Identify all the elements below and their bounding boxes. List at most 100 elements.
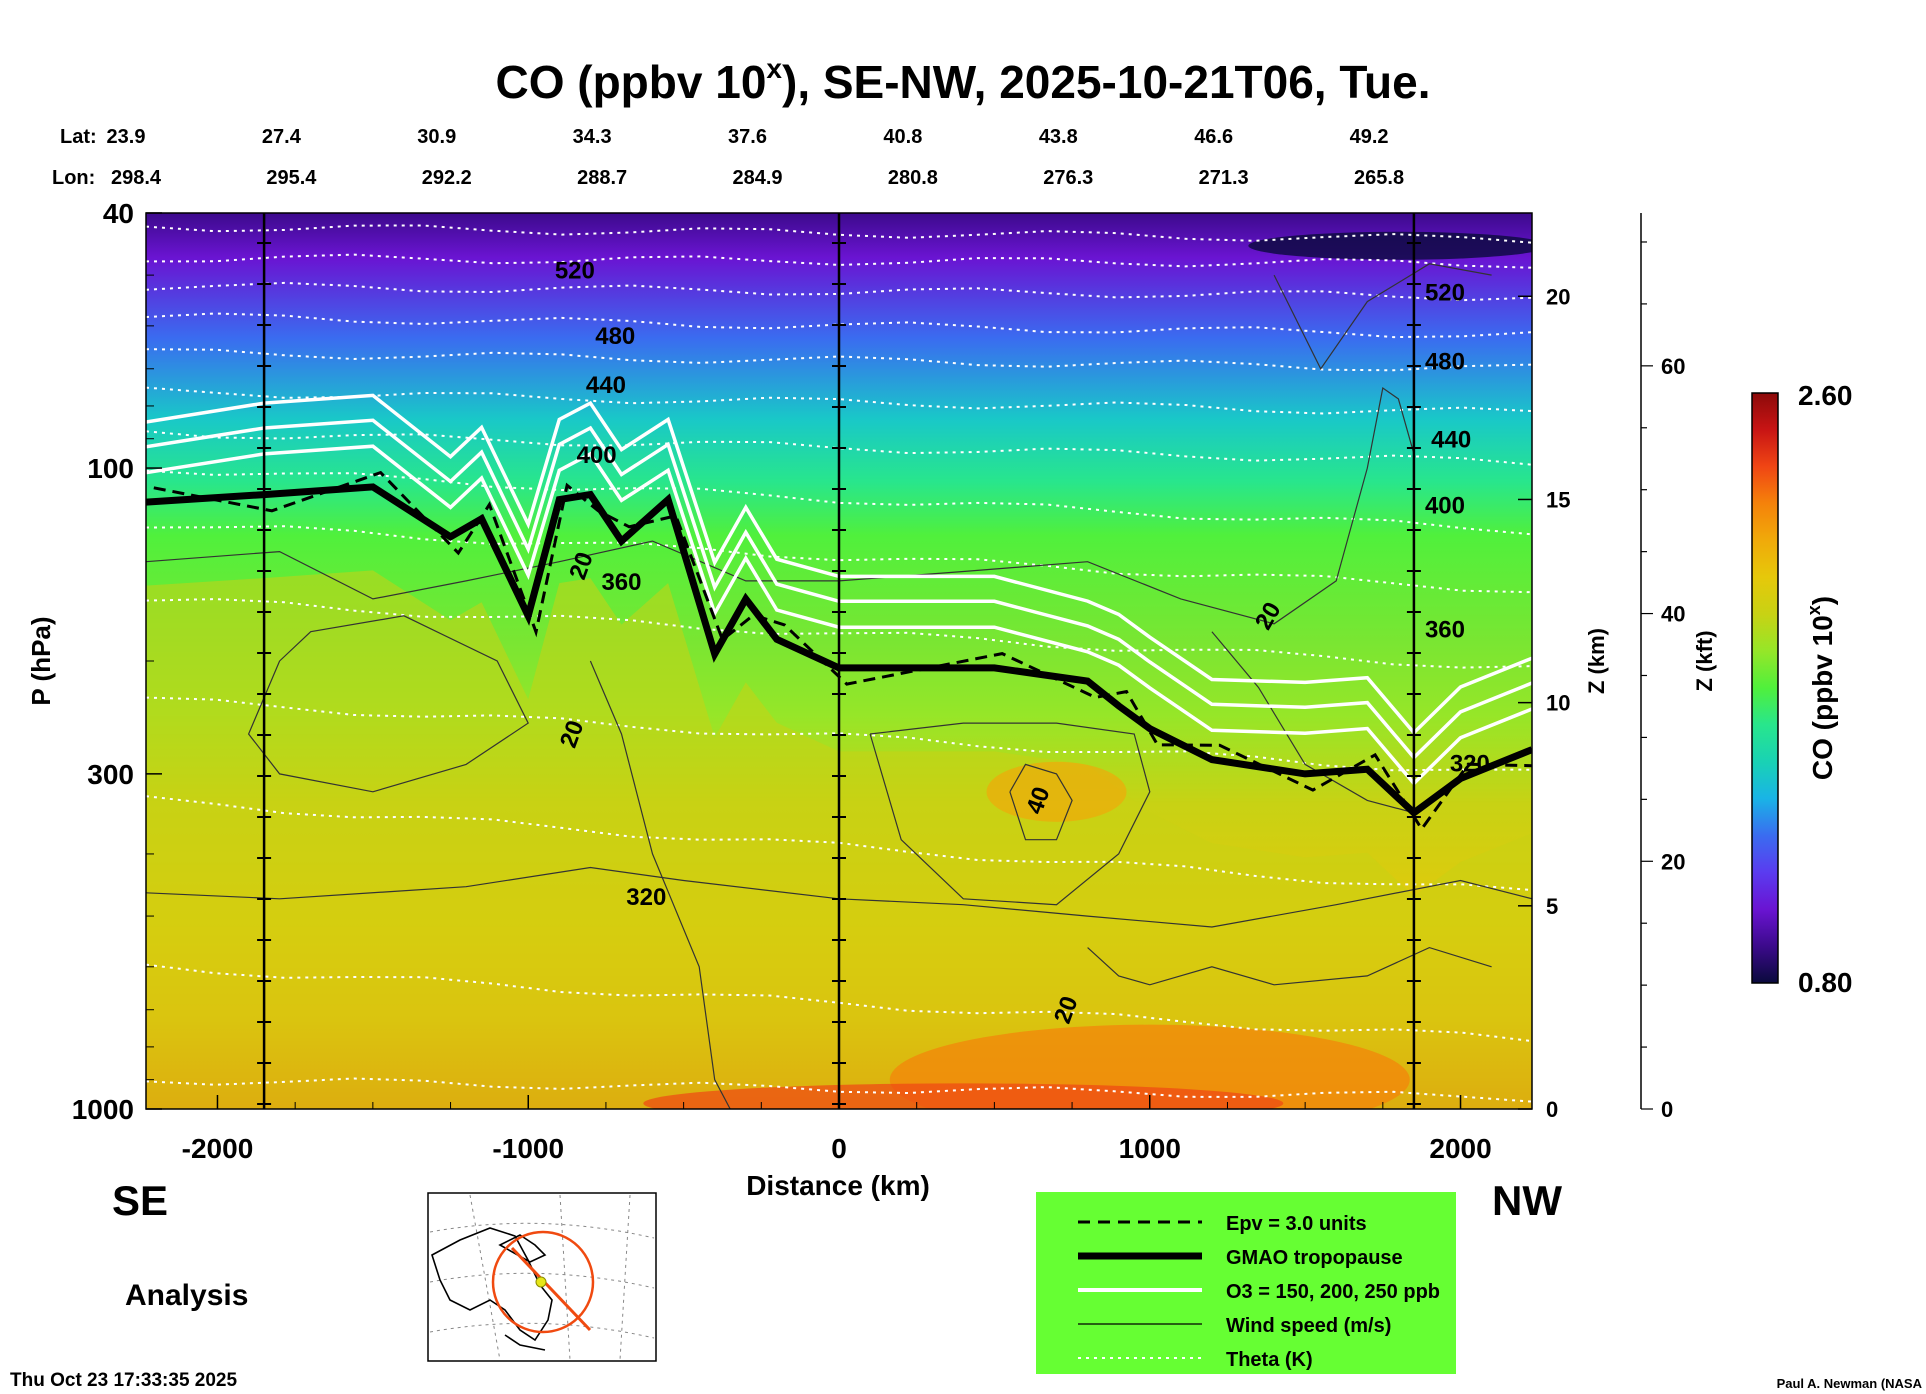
footer-credit: Paul A. Newman (NASA (1777, 1376, 1923, 1391)
y-axis: 40 100 300 1000 (72, 198, 162, 1125)
wind-line (1273, 263, 1492, 370)
colorbar-max-label: 2.60 (1798, 380, 1853, 411)
z-km-tick-label: 5 (1546, 894, 1558, 919)
z-km-tick-label: 15 (1546, 487, 1570, 512)
lat-value: 23.9 (107, 126, 146, 148)
footer-timestamp: Thu Oct 23 17:33:35 2025 (10, 1370, 237, 1391)
wind-line (589, 660, 731, 1109)
x-axis: -2000 -1000 0 1000 2000 (182, 1095, 1492, 1164)
ozone-contours (146, 393, 1532, 786)
lat-value: 34.3 (573, 126, 612, 148)
contour-labels: 5204804404003603205204804404003603202020… (555, 257, 1490, 1027)
lat-value: 27.4 (262, 126, 302, 148)
lon-value: 280.8 (888, 167, 938, 189)
theta-label: 440 (1431, 427, 1471, 454)
ozone-line (146, 393, 1532, 736)
wind-line (1211, 631, 1415, 814)
latlon-marker-lines (257, 213, 1421, 1109)
co-boundary-layer-blob (889, 1024, 1410, 1109)
x-tick-label: -2000 (182, 1133, 254, 1164)
theta-label: 440 (586, 372, 626, 399)
z-km-tick-label: 10 (1546, 691, 1570, 716)
x-tick-label: 0 (831, 1133, 847, 1164)
inset-center-marker (535, 1276, 547, 1288)
inset-range-circle (491, 1230, 595, 1334)
z-kft-axis-title: Z (kft) (1692, 630, 1717, 691)
colorbar-min-label: 0.80 (1798, 967, 1853, 998)
x-tick-label: -1000 (492, 1133, 564, 1164)
y-tick-label: 300 (87, 759, 134, 790)
theta-label: 400 (577, 442, 617, 469)
z-km-axis: 0 5 10 15 20 (1518, 284, 1570, 1122)
lon-value: 265.8 (1354, 167, 1404, 189)
theta-label: 400 (1425, 493, 1465, 520)
wind-line (1087, 946, 1492, 986)
colorbar (1751, 392, 1779, 984)
legend-label: GMAO tropopause (1226, 1247, 1403, 1269)
colorbar-title: CO (ppbv 10x) (1804, 596, 1838, 780)
theta-label: 360 (1425, 617, 1465, 644)
y-tick-label: 40 (103, 198, 134, 229)
lat-value: 46.6 (1194, 126, 1233, 148)
lat-value: 37.6 (728, 126, 767, 148)
theta-label: 520 (555, 257, 595, 284)
lon-value: 298.4 (111, 167, 162, 189)
x-axis-title: Distance (km) (746, 1170, 930, 1201)
analysis-label: Analysis (125, 1279, 248, 1312)
lat-value: 40.8 (883, 126, 922, 148)
lon-value: 295.4 (266, 167, 317, 189)
x-tick-label: 2000 (1429, 1133, 1491, 1164)
legend: Epv = 3.0 units GMAO tropopause O3 = 150, … (1036, 1192, 1456, 1374)
z-km-tick-label: 20 (1546, 284, 1570, 309)
lat-value: 30.9 (417, 126, 456, 148)
z-km-tick-label: 0 (1546, 1097, 1558, 1122)
lon-value: 288.7 (577, 167, 627, 189)
lon-header-label: Lon: (52, 167, 95, 189)
y-tick-label: 100 (87, 453, 134, 484)
legend-items: Epv = 3.0 units GMAO tropopause O3 = 150, … (1078, 1213, 1440, 1371)
lat-value: 43.8 (1039, 126, 1078, 148)
inset-map (427, 1192, 657, 1362)
z-km-axis-title: Z (km) (1584, 628, 1609, 694)
lat-lon-values: 23.9 27.4 30.9 34.3 37.6 40.8 43.8 46.6 49.2 298.… (107, 126, 1405, 189)
ozone-line (146, 418, 1532, 761)
co-minimum-blob (1248, 231, 1532, 260)
theta-label: 520 (1425, 279, 1465, 306)
lat-header-label: Lat: (60, 126, 97, 148)
theta-label: 360 (601, 569, 641, 596)
theta-line (146, 795, 1532, 892)
z-kft-tick-label: 0 (1661, 1097, 1673, 1122)
chart-title: CO (ppbv 10x), SE-NW, 2025-10-21T06, Tue… (495, 53, 1430, 108)
coastline (431, 1227, 553, 1351)
y-tick-label: 1000 (72, 1094, 134, 1125)
z-kft-axis: 0 20 40 60 (1640, 213, 1685, 1122)
wind-line (146, 386, 1415, 625)
wind-line (146, 866, 1532, 928)
lon-value: 271.3 (1199, 167, 1249, 189)
legend-label: Epv = 3.0 units (1226, 1213, 1367, 1235)
legend-label: Wind speed (m/s) (1226, 1315, 1391, 1337)
se-label: SE (112, 1177, 168, 1224)
epv-line (153, 470, 1532, 832)
lat-value: 49.2 (1350, 126, 1389, 148)
theta-label: 320 (1450, 751, 1490, 778)
lon-value: 284.9 (732, 167, 782, 189)
wind-line (1009, 763, 1073, 841)
ozone-line (146, 444, 1532, 786)
theta-label: 320 (626, 884, 666, 911)
legend-label: O3 = 150, 200, 250 ppb (1226, 1281, 1440, 1303)
wind-line (869, 722, 1151, 906)
nw-label: NW (1492, 1177, 1562, 1224)
z-kft-tick-label: 20 (1661, 849, 1685, 874)
lon-value: 292.2 (422, 167, 472, 189)
theta-label: 480 (595, 323, 635, 350)
z-kft-tick-label: 60 (1661, 354, 1685, 379)
theta-contours (146, 224, 1532, 1103)
y-axis-title: P (hPa) (26, 616, 56, 705)
co-maximum-blob (986, 761, 1127, 822)
lon-value: 276.3 (1043, 167, 1093, 189)
legend-label: Theta (K) (1226, 1349, 1313, 1371)
inset-cross-section-line (510, 1246, 592, 1332)
x-tick-label: 1000 (1119, 1133, 1181, 1164)
